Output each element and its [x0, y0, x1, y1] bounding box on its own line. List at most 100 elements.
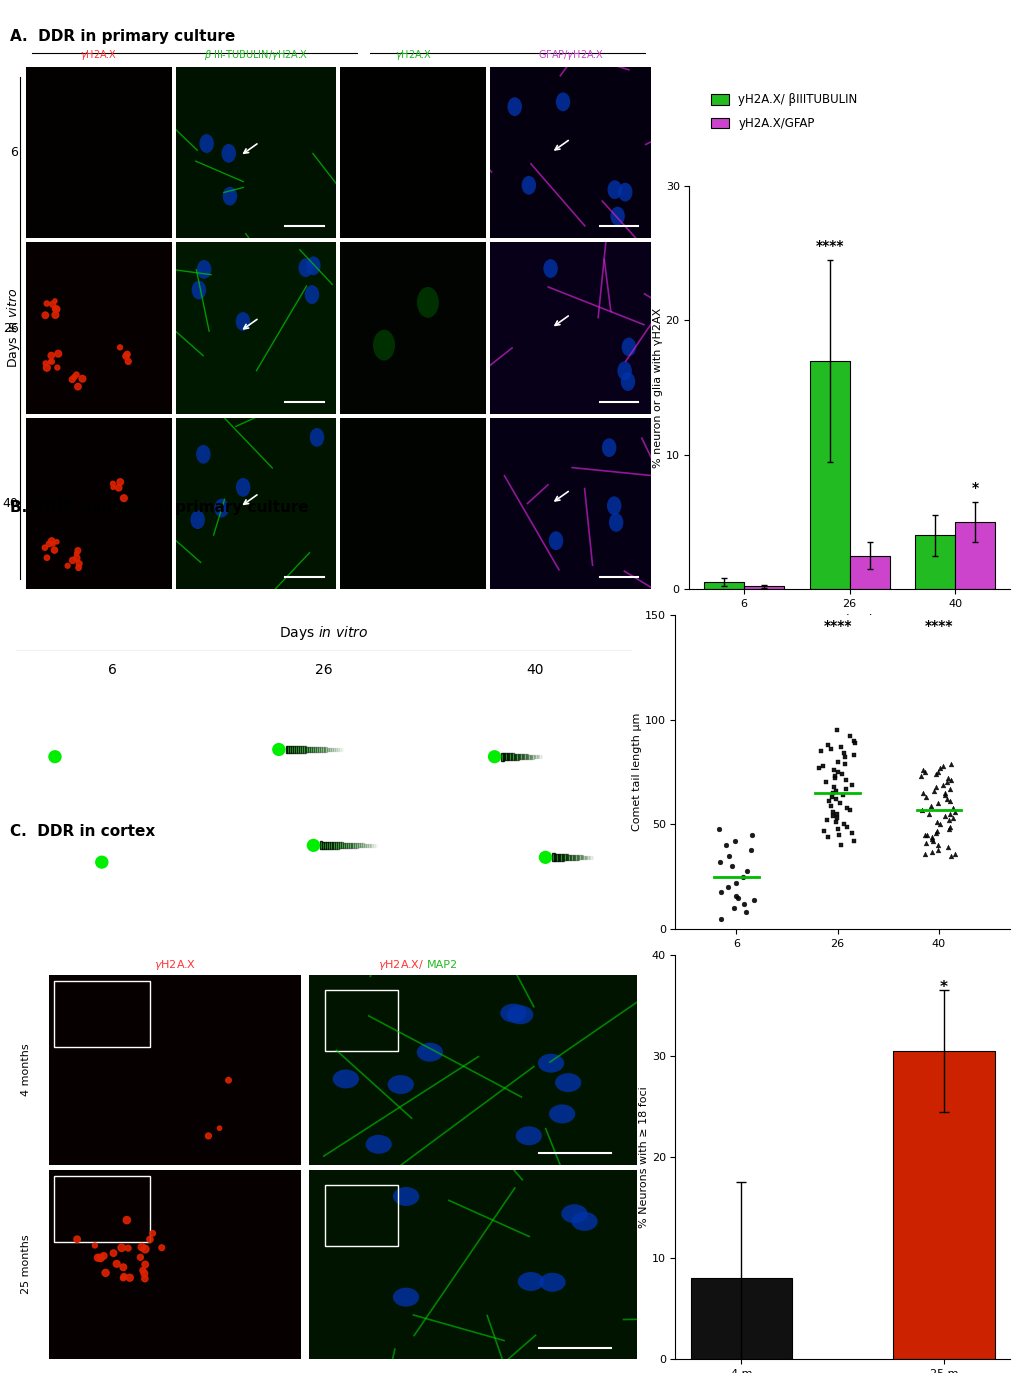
FancyBboxPatch shape: [323, 747, 325, 751]
Text: MAP2: MAP2: [427, 961, 458, 971]
Point: [531, 0, 547, 8]
Point: [566, 71, 582, 93]
Point: [921, 795, 937, 817]
Point: [942, 777, 958, 799]
Ellipse shape: [521, 176, 536, 195]
FancyBboxPatch shape: [564, 854, 566, 861]
Point: [827, 803, 844, 825]
Point: [734, 866, 750, 888]
Ellipse shape: [506, 1005, 533, 1024]
Text: C.  DDR in cortex: C. DDR in cortex: [10, 824, 155, 839]
Point: [916, 761, 932, 783]
FancyBboxPatch shape: [329, 748, 331, 751]
FancyBboxPatch shape: [367, 844, 369, 847]
FancyBboxPatch shape: [285, 746, 287, 754]
X-axis label: Days in vitro: Days in vitro: [809, 614, 889, 627]
Point: [942, 752, 958, 774]
FancyBboxPatch shape: [366, 843, 367, 847]
Y-axis label: % Neurons with ≥ 18 foci: % Neurons with ≥ 18 foci: [638, 1086, 648, 1227]
Ellipse shape: [95, 855, 108, 869]
FancyBboxPatch shape: [308, 747, 310, 752]
FancyBboxPatch shape: [500, 752, 502, 761]
Point: [728, 872, 744, 894]
Point: [940, 818, 956, 840]
FancyBboxPatch shape: [513, 754, 515, 759]
FancyBboxPatch shape: [568, 854, 570, 861]
Point: [935, 784, 952, 806]
FancyBboxPatch shape: [586, 855, 587, 859]
Point: [835, 813, 851, 835]
Point: [832, 792, 848, 814]
Point: [844, 773, 860, 795]
Point: [820, 791, 837, 813]
Point: [916, 824, 932, 846]
FancyBboxPatch shape: [590, 855, 591, 858]
Point: [743, 824, 759, 846]
Point: [931, 757, 948, 778]
Point: [829, 818, 846, 840]
Point: [736, 892, 752, 914]
FancyBboxPatch shape: [327, 842, 329, 849]
Point: [916, 843, 932, 865]
FancyBboxPatch shape: [531, 755, 532, 759]
Text: Days $\it{in}$ $\it{vitro}$: Days $\it{in}$ $\it{vitro}$: [5, 288, 22, 368]
Point: [928, 820, 945, 842]
Ellipse shape: [543, 259, 557, 277]
Ellipse shape: [306, 257, 320, 275]
Ellipse shape: [305, 286, 319, 303]
Point: [719, 844, 736, 866]
Bar: [809, 361, 849, 589]
Text: GFAP/$\gamma$H2A.X: GFAP/$\gamma$H2A.X: [537, 48, 603, 62]
Point: [822, 795, 839, 817]
Point: [889, 243, 905, 265]
Ellipse shape: [272, 743, 285, 757]
Y-axis label: % neuron or glia with γH2AX: % neuron or glia with γH2AX: [652, 308, 662, 468]
Point: [729, 887, 745, 909]
Point: [819, 733, 836, 755]
Ellipse shape: [487, 750, 500, 763]
FancyBboxPatch shape: [327, 747, 329, 751]
Ellipse shape: [548, 531, 562, 551]
FancyBboxPatch shape: [335, 842, 337, 849]
Bar: [849, 556, 889, 589]
FancyBboxPatch shape: [338, 748, 340, 751]
FancyBboxPatch shape: [358, 843, 360, 847]
Point: [929, 792, 946, 814]
Point: [745, 888, 761, 910]
FancyBboxPatch shape: [364, 843, 366, 847]
Ellipse shape: [539, 1273, 566, 1292]
Point: [914, 783, 930, 805]
FancyBboxPatch shape: [360, 843, 362, 847]
Ellipse shape: [192, 280, 206, 299]
FancyBboxPatch shape: [331, 842, 333, 849]
Point: [667, 313, 684, 335]
Point: [825, 759, 842, 781]
Point: [828, 807, 845, 829]
Point: [842, 725, 858, 747]
Point: [639, 332, 655, 354]
Point: [928, 811, 945, 833]
Point: [845, 729, 861, 751]
FancyBboxPatch shape: [346, 843, 348, 849]
Ellipse shape: [214, 498, 228, 518]
Ellipse shape: [616, 361, 631, 380]
Point: [606, 0, 623, 22]
Ellipse shape: [48, 750, 61, 763]
Point: [904, 512, 920, 534]
Ellipse shape: [506, 97, 522, 117]
Ellipse shape: [235, 312, 250, 331]
FancyBboxPatch shape: [289, 746, 291, 754]
Point: [825, 768, 842, 789]
Ellipse shape: [365, 1135, 391, 1153]
Point: [935, 783, 952, 805]
Text: 40: 40: [526, 663, 543, 677]
FancyBboxPatch shape: [331, 748, 333, 751]
Point: [933, 755, 950, 777]
FancyBboxPatch shape: [535, 755, 536, 758]
FancyBboxPatch shape: [354, 843, 356, 847]
FancyBboxPatch shape: [588, 855, 590, 859]
Bar: [703, 582, 743, 589]
Ellipse shape: [538, 851, 551, 864]
Point: [742, 839, 758, 861]
Text: ****: ****: [814, 239, 843, 253]
